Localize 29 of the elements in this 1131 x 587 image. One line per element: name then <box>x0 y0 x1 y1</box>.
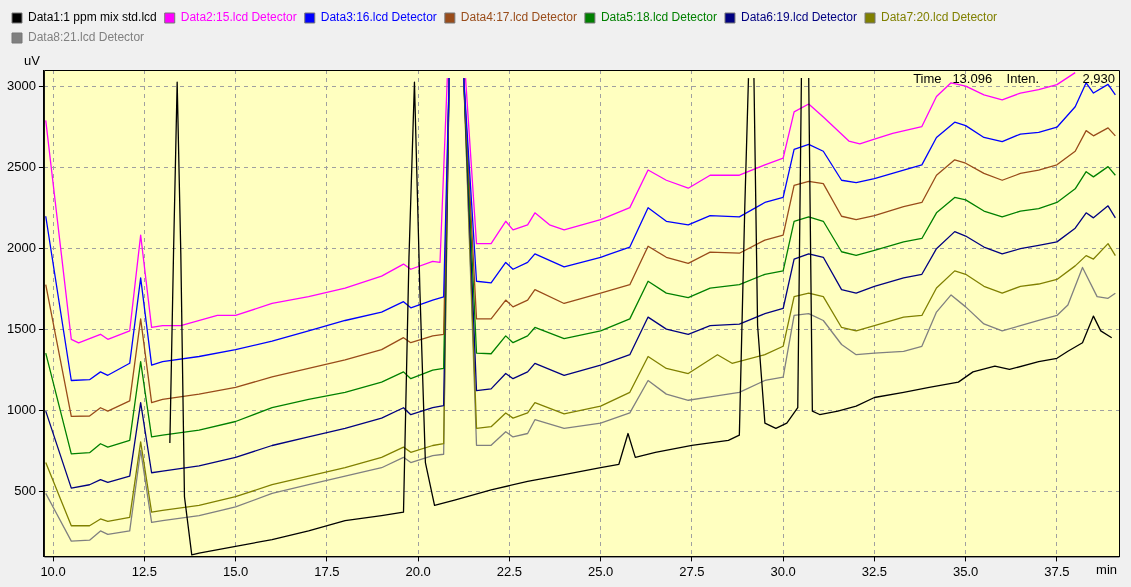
legend-label: Data4:17.lcd Detector <box>460 10 577 25</box>
y-tick-label: 2500 <box>7 158 36 174</box>
legend-label: Data6:19.lcd Detector <box>740 10 858 25</box>
x-tick-label: 30.0 <box>770 563 796 579</box>
y-tick-label: 2000 <box>7 239 36 255</box>
x-tick-label: 20.0 <box>405 563 431 579</box>
x-tick-label: 27.5 <box>679 563 705 579</box>
legend-label: Data5:18.lcd Detector <box>600 10 717 25</box>
legend-label: Data8:21.lcd Detector <box>28 30 145 45</box>
x-tick-label: 35.0 <box>953 563 979 579</box>
y-tick-label: 1500 <box>7 320 36 336</box>
x-tick-label: 12.5 <box>131 563 157 579</box>
annotation: Time 13.096 Inten. 2,930 <box>913 71 1115 87</box>
x-tick-label: 10.0 <box>40 563 66 579</box>
legend-label: Data7:20.lcd Detector <box>881 10 998 25</box>
x-tick-label: 37.5 <box>1044 563 1070 579</box>
x-tick-label: 22.5 <box>496 563 523 579</box>
x-tick-label: 15.0 <box>222 563 249 579</box>
y-tick-label: 3000 <box>7 77 36 93</box>
y-tick-label: 1000 <box>7 402 36 418</box>
x-tick-label: 32.5 <box>861 563 888 579</box>
y-axis-title: uV <box>24 53 41 69</box>
y-tick-label: 500 <box>14 483 36 499</box>
x-tick-label: 17.5 <box>314 563 340 579</box>
legend-label: Data2:15.lcd Detector <box>180 10 297 25</box>
x-axis-title: min <box>1096 562 1117 578</box>
legend-label: Data1:1 ppm mix std.lcd <box>28 10 157 25</box>
legend-label: Data3:16.lcd Detector <box>320 10 437 25</box>
x-tick-label: 25.0 <box>587 563 614 579</box>
